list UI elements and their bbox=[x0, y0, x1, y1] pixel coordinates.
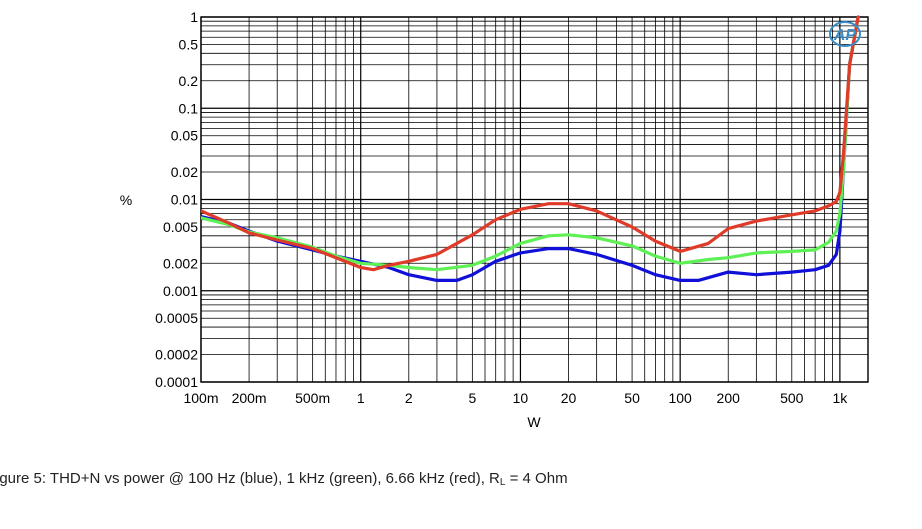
x-tick-label: 200m bbox=[232, 390, 267, 406]
x-tick-label: 50 bbox=[624, 390, 640, 406]
y-tick-label: 0.2 bbox=[179, 73, 199, 89]
y-tick-label: 0.05 bbox=[171, 128, 198, 144]
x-tick-label: 1 bbox=[357, 390, 365, 406]
caption-prefix: igure 5: THD+N vs power @ 100 Hz (blue),… bbox=[0, 470, 500, 487]
x-tick-label: 10 bbox=[513, 390, 529, 406]
x-tick-labels: 100m 200m 500m 1 2 5 10 20 50 100 200 500 1k bbox=[183, 390, 848, 406]
x-tick-label: 500m bbox=[295, 390, 330, 406]
x-tick-label: 20 bbox=[561, 390, 577, 406]
ap-logo-text: AP bbox=[833, 27, 857, 44]
x-axis-label: W bbox=[527, 414, 541, 430]
y-tick-label: 0.02 bbox=[171, 164, 198, 180]
y-axis-label: % bbox=[120, 192, 132, 208]
x-tick-label: 2 bbox=[405, 390, 413, 406]
y-tick-label: 0.002 bbox=[163, 255, 198, 271]
x-tick-label: 5 bbox=[468, 390, 476, 406]
x-tick-label: 1k bbox=[832, 390, 848, 406]
series-line-1khz bbox=[201, 15, 860, 272]
y-tick-label: 0.0002 bbox=[155, 347, 198, 363]
x-tick-label: 500 bbox=[780, 390, 804, 406]
ap-logo-icon: AP bbox=[829, 21, 861, 47]
y-tick-label: 0.5 bbox=[179, 36, 199, 52]
chart-series bbox=[201, 15, 860, 282]
thd-vs-power-chart: 100m 200m 500m 1 2 5 10 20 50 100 200 500 1k 1 0.5 0.2… bbox=[120, 9, 869, 430]
plot-frame bbox=[200, 16, 869, 383]
caption-suffix: = 4 Ohm bbox=[505, 470, 568, 487]
y-tick-label: 0.005 bbox=[163, 219, 198, 235]
y-tick-label: 0.01 bbox=[171, 192, 198, 208]
series-line-6-66khz bbox=[201, 15, 860, 272]
x-tick-label: 100m bbox=[183, 390, 218, 406]
y-tick-label: 0.1 bbox=[179, 100, 199, 116]
y-tick-labels: 1 0.5 0.2 0.1 0.05 0.02 0.01 0.005 0.002 0.001 0.0… bbox=[155, 9, 198, 390]
y-tick-label: 0.0005 bbox=[155, 310, 198, 326]
chart-grid bbox=[200, 16, 869, 383]
y-tick-label: 1 bbox=[190, 9, 198, 25]
x-tick-label: 200 bbox=[717, 390, 741, 406]
caption-subscript: L bbox=[499, 477, 506, 488]
y-tick-label: 0.0001 bbox=[155, 374, 198, 390]
figure-caption: igure 5: THD+N vs power @ 100 Hz (blue),… bbox=[0, 470, 568, 488]
y-tick-label: 0.001 bbox=[163, 283, 198, 299]
x-tick-label: 100 bbox=[668, 390, 692, 406]
